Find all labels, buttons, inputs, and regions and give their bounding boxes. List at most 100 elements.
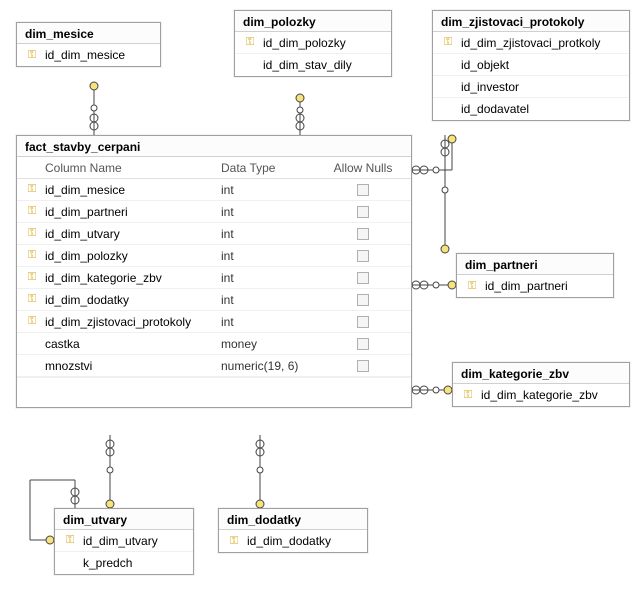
column-name: id_dim_partneri — [41, 205, 221, 219]
entity-title: dim_utvary — [55, 509, 193, 530]
column-name: id_investor — [457, 80, 623, 94]
column-name: id_dim_dodatky — [41, 293, 221, 307]
column-name: k_predch — [79, 556, 187, 570]
fact-column-row: ⚿id_dim_zjistovaci_protokolyint — [17, 311, 411, 333]
key-icon: ⚿ — [468, 281, 476, 292]
column-type: int — [221, 183, 321, 197]
column-type: int — [221, 249, 321, 263]
column-name: id_objekt — [457, 58, 623, 72]
header-null: Allow Nulls — [321, 161, 405, 175]
entity-title: dim_kategorie_zbv — [453, 363, 629, 384]
allow-nulls-checkbox[interactable] — [357, 338, 369, 350]
allow-nulls-cell — [321, 316, 405, 328]
key-icon: ⚿ — [28, 228, 36, 239]
allow-nulls-cell — [321, 272, 405, 284]
fact-column-row: ⚿ id_dim_utvaryint — [17, 223, 411, 245]
allow-nulls-cell — [321, 250, 405, 262]
entity-dim-partneri[interactable]: dim_partneri ⚿ id_dim_partneri — [456, 253, 614, 298]
allow-nulls-cell — [321, 184, 405, 196]
column-row: ⚿ id_dim_kategorie_zbv — [453, 384, 629, 406]
column-name: id_dim_utvary — [41, 227, 221, 241]
column-row: k_predch — [55, 552, 193, 574]
key-icon: ⚿ — [28, 294, 36, 305]
column-name: id_dim_utvary — [79, 534, 187, 548]
column-name: id_dim_dodatky — [243, 534, 361, 548]
header-type: Data Type — [221, 161, 321, 175]
column-row: id_objekt — [433, 54, 629, 76]
column-name: id_dim_partneri — [481, 279, 607, 293]
allow-nulls-checkbox[interactable] — [357, 316, 369, 328]
allow-nulls-checkbox[interactable] — [357, 206, 369, 218]
column-name: id_dim_kategorie_zbv — [41, 271, 221, 285]
column-name: id_dim_zjistovaci_protokoly — [41, 315, 221, 329]
column-type: money — [221, 337, 321, 351]
key-icon: ⚿ — [28, 50, 36, 61]
column-type: int — [221, 293, 321, 307]
fact-column-row: castkamoney — [17, 333, 411, 355]
entity-dim-zjistovaci-protokoly[interactable]: dim_zjistovaci_protokoly ⚿ id_dim_zjisto… — [432, 10, 630, 121]
entity-dim-kategorie-zbv[interactable]: dim_kategorie_zbv ⚿ id_dim_kategorie_zbv — [452, 362, 630, 407]
column-type: int — [221, 271, 321, 285]
allow-nulls-checkbox[interactable] — [357, 294, 369, 306]
allow-nulls-checkbox[interactable] — [357, 360, 369, 372]
column-name: id_dim_polozky — [259, 36, 385, 50]
column-row: ⚿ id_dim_zjistovaci_protkoly — [433, 32, 629, 54]
column-name: castka — [41, 337, 221, 351]
column-name: id_dim_mesice — [41, 48, 154, 62]
allow-nulls-checkbox[interactable] — [357, 228, 369, 240]
key-icon: ⚿ — [66, 535, 74, 546]
column-name: id_dim_zjistovaci_protkoly — [457, 36, 623, 50]
key-icon: ⚿ — [28, 184, 36, 195]
fact-column-row: ⚿ id_dim_partneriint — [17, 201, 411, 223]
column-row: ⚿ id_dim_partneri — [457, 275, 613, 297]
column-row: id_investor — [433, 76, 629, 98]
key-icon: ⚿ — [230, 536, 238, 547]
entity-title: dim_dodatky — [219, 509, 367, 530]
column-name: id_dodavatel — [457, 102, 623, 116]
allow-nulls-cell — [321, 228, 405, 240]
fact-column-row: ⚿ id_dim_kategorie_zbvint — [17, 267, 411, 289]
allow-nulls-cell — [321, 294, 405, 306]
allow-nulls-cell — [321, 360, 405, 372]
key-icon: ⚿ — [246, 37, 254, 48]
allow-nulls-checkbox[interactable] — [357, 272, 369, 284]
column-name: mnozstvi — [41, 359, 221, 373]
key-icon: ⚿ — [28, 272, 36, 283]
column-row: ⚿ id_dim_mesice — [17, 44, 160, 66]
key-icon: ⚿ — [28, 316, 36, 327]
allow-nulls-cell — [321, 338, 405, 350]
entity-fact-stavby-cerpani[interactable]: fact_stavby_cerpani Column Name Data Typ… — [16, 135, 412, 408]
column-type: int — [221, 205, 321, 219]
entity-dim-polozky[interactable]: dim_polozky ⚿ id_dim_polozky id_dim_stav… — [234, 10, 392, 77]
column-row: ⚿ id_dim_polozky — [235, 32, 391, 54]
column-row: ⚿ id_dim_utvary — [55, 530, 193, 552]
header-name: Column Name — [41, 161, 221, 175]
entity-title: dim_partneri — [457, 254, 613, 275]
fact-column-row: ⚿ id_dim_polozkyint — [17, 245, 411, 267]
column-type: numeric(19, 6) — [221, 359, 321, 373]
allow-nulls-cell — [321, 206, 405, 218]
allow-nulls-checkbox[interactable] — [357, 184, 369, 196]
key-icon: ⚿ — [28, 250, 36, 261]
column-type: int — [221, 227, 321, 241]
entity-dim-dodatky[interactable]: dim_dodatky ⚿ id_dim_dodatky — [218, 508, 368, 553]
entity-dim-mesice[interactable]: dim_mesice ⚿ id_dim_mesice — [16, 22, 161, 67]
fact-column-row: mnozstvinumeric(19, 6) — [17, 355, 411, 377]
column-row: ⚿ id_dim_dodatky — [219, 530, 367, 552]
fact-header: Column Name Data Type Allow Nulls — [17, 157, 411, 179]
key-icon: ⚿ — [28, 206, 36, 217]
fact-column-row: ⚿ id_dim_dodatkyint — [17, 289, 411, 311]
entity-title: dim_polozky — [235, 11, 391, 32]
column-name: id_dim_kategorie_zbv — [477, 388, 623, 402]
column-row: id_dim_stav_dily — [235, 54, 391, 76]
entity-title: dim_zjistovaci_protokoly — [433, 11, 629, 32]
allow-nulls-checkbox[interactable] — [357, 250, 369, 262]
column-row: id_dodavatel — [433, 98, 629, 120]
entity-dim-utvary[interactable]: dim_utvary ⚿ id_dim_utvary k_predch — [54, 508, 194, 575]
entity-title: fact_stavby_cerpani — [17, 136, 411, 157]
column-name: id_dim_polozky — [41, 249, 221, 263]
key-icon: ⚿ — [464, 390, 472, 401]
fact-column-row: ⚿id_dim_mesiceint — [17, 179, 411, 201]
entity-title: dim_mesice — [17, 23, 160, 44]
column-name: id_dim_stav_dily — [259, 58, 385, 72]
